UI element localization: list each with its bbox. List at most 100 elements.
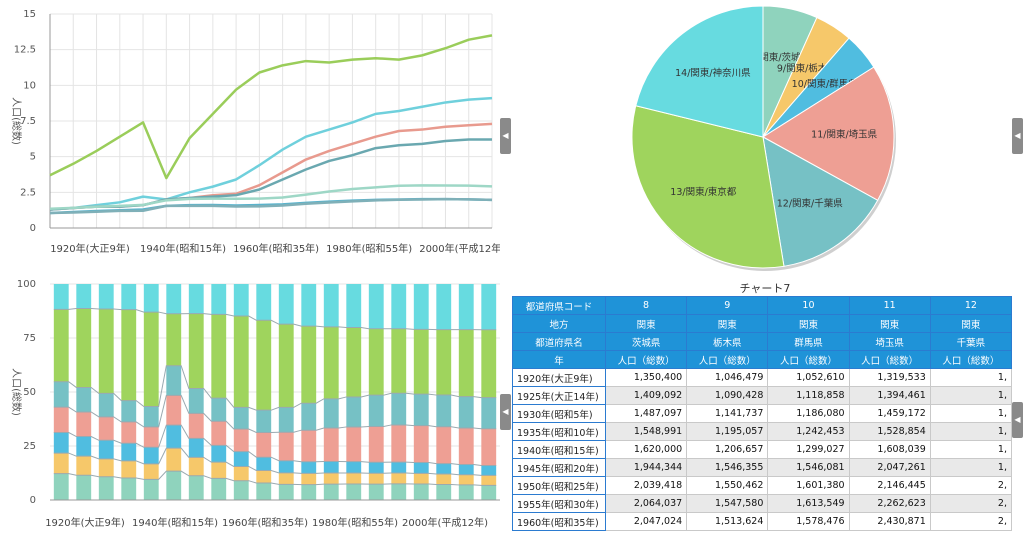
x-tick-label: 1960年(昭和35年) bbox=[233, 242, 319, 255]
y-tick-label: 25 bbox=[23, 441, 36, 452]
stacked-bar-segment bbox=[53, 284, 69, 310]
stacked-bar-segment bbox=[98, 416, 114, 441]
stacked-bar-segment bbox=[256, 483, 272, 500]
pie-slice-label: 13/関東/東京都 bbox=[670, 186, 736, 198]
table-cell: 1,186,080 bbox=[767, 404, 850, 423]
stacked-bar-segment bbox=[458, 396, 474, 429]
table-row-year: 1920年(大正9年) bbox=[512, 368, 606, 387]
table-cell: 1,487,097 bbox=[604, 404, 688, 423]
table-row-year: 1930年(昭和5年) bbox=[512, 404, 606, 423]
stack-connector-line bbox=[53, 470, 497, 486]
table-header-row: 地方 関東 関東 関東 関東 関東 bbox=[512, 314, 1012, 333]
collapse-right-panel-tab[interactable]: ◀ bbox=[1012, 118, 1023, 154]
stacked-bar-segment bbox=[98, 284, 114, 310]
table-cell: 2,039,418 bbox=[604, 476, 688, 495]
table-cell: 2,146,445 bbox=[848, 476, 931, 495]
stacked-bar-segment bbox=[233, 466, 249, 481]
stacked-bar-segment bbox=[121, 400, 137, 422]
stacked-bar-segment bbox=[188, 413, 204, 439]
stacked-bar-segment bbox=[458, 474, 474, 485]
stacked-bar-segment bbox=[233, 407, 249, 430]
stacked-bar-segment bbox=[143, 406, 159, 427]
stacked-bar-segment bbox=[278, 324, 294, 408]
stacked-bar-segment bbox=[121, 477, 137, 500]
table-cell: 2,064,037 bbox=[604, 494, 688, 513]
stacked-bar-segment bbox=[188, 475, 204, 500]
stacked-bar-segment bbox=[346, 327, 362, 397]
table-cell: 1, bbox=[929, 386, 1012, 405]
table-cell: 1,299,027 bbox=[767, 440, 850, 459]
stacked-bar-segment bbox=[278, 407, 294, 433]
pie-chart: 8/関東/茨城県9/関東/栃木県10/関東/群馬県11/関東/埼玉県12/関東/… bbox=[631, 5, 896, 271]
table-cell: 1,046,479 bbox=[686, 368, 769, 387]
stacked-bar-segment bbox=[233, 429, 249, 452]
stacked-bar-segment bbox=[413, 462, 429, 474]
stacked-bar-segment bbox=[481, 465, 497, 476]
stacked-bar-segment bbox=[391, 483, 407, 500]
stacked-bar-segment bbox=[211, 421, 227, 446]
pie-slice-label: 14/関東/神奈川県 bbox=[675, 67, 751, 79]
stacked-bar-segment bbox=[413, 484, 429, 500]
collapse-left-panel-tab[interactable]: ◀ bbox=[500, 118, 511, 154]
table-title: チャート7 bbox=[739, 282, 791, 295]
x-tick-label: 1980年(昭和55年) bbox=[312, 516, 398, 529]
stacked-bar-segment bbox=[458, 428, 474, 465]
table-cell: 1,141,737 bbox=[686, 404, 769, 423]
table-row-year: 1925年(大正14年) bbox=[512, 386, 606, 405]
stacked-bar-segment bbox=[346, 284, 362, 328]
stacked-bar-segment bbox=[121, 421, 137, 444]
stacked-bar-segment bbox=[233, 451, 249, 467]
table-header-cell: 人口（総数） bbox=[604, 350, 688, 369]
x-tick-label: 2000年(平成12年) bbox=[402, 516, 488, 529]
pie-slice-label: 8/関東/茨城県 bbox=[750, 52, 810, 64]
stacked-bar-segment bbox=[211, 445, 227, 463]
table-cell: 1, bbox=[929, 458, 1012, 477]
table-cell: 1,620,000 bbox=[604, 440, 688, 459]
stacked-bar-segment bbox=[368, 395, 384, 427]
table-cell: 1,528,854 bbox=[848, 422, 931, 441]
stacked-bar-segment bbox=[301, 326, 317, 404]
stacked-bar-segment bbox=[278, 432, 294, 461]
table-header-cell: 12 bbox=[929, 296, 1012, 315]
stack-connector-line bbox=[53, 447, 497, 476]
table-cell: 1,548,991 bbox=[604, 422, 688, 441]
stacked-bar-segment bbox=[323, 461, 339, 473]
table-row: 1930年(昭和5年) 1,487,097 1,141,737 1,186,080 1,… bbox=[512, 404, 1012, 423]
stacked-bar-segment bbox=[391, 462, 407, 474]
x-tick-label: 1920年(大正9年) bbox=[50, 242, 130, 255]
stacked-bar-segment bbox=[413, 284, 429, 330]
stacked-bar-segment bbox=[166, 395, 182, 426]
stacked-bar-segment bbox=[76, 284, 92, 309]
stacked-bar-segment bbox=[368, 284, 384, 329]
stacked-bar-segment bbox=[76, 475, 92, 500]
stacked-bar-segment bbox=[481, 485, 497, 500]
stacked-bar-segment bbox=[256, 320, 272, 411]
stacked-bar-segment bbox=[346, 426, 362, 462]
stacked-bar-segment bbox=[346, 472, 362, 484]
table-cell: 1,546,081 bbox=[767, 458, 850, 477]
table-row-year: 1935年(昭和10年) bbox=[512, 422, 606, 441]
pie-slice-label: 12/関東/千葉県 bbox=[777, 197, 843, 209]
table-header-cell: 栃木県 bbox=[686, 332, 769, 351]
stacked-bar-segment bbox=[413, 473, 429, 485]
data-table: 都道府県コード 8 9 10 11 12 地方 関東 関東 関東 関東 関東 都道府県名 茨城県 栃木県 群馬… bbox=[512, 296, 1012, 548]
stacked-bar-segment bbox=[458, 484, 474, 500]
stacked-bar-segment bbox=[76, 436, 92, 457]
stacked-bar-segment bbox=[233, 480, 249, 500]
y-tick-label: 12.5 bbox=[14, 45, 36, 56]
pie-chart-panel: 8/関東/茨城県 9/関東/栃木県 10/関東/群馬県 11/関東/埼玉県 12/関東/… bbox=[610, 0, 920, 300]
stacked-bar-segment bbox=[53, 407, 69, 433]
table-cell: 1,513,624 bbox=[686, 512, 769, 531]
stacked-bar-segment bbox=[121, 443, 137, 461]
stacked-bar-segment bbox=[98, 393, 114, 417]
y-tick-label: 0 bbox=[30, 223, 36, 234]
line-chart: 0 2.5 5 7.5 10 12.5 15 人口(総数) 1920年(大正9年) 1940年(昭… bbox=[10, 9, 505, 255]
stacked-bar-segment bbox=[256, 470, 272, 484]
stacked-bar-segment bbox=[301, 484, 317, 500]
stacked-bar-segment bbox=[211, 314, 227, 399]
stacked-bar-segment bbox=[301, 284, 317, 327]
table-cell: 1,601,380 bbox=[767, 476, 850, 495]
collapse-bottom-left-tab[interactable]: ◀ bbox=[500, 394, 511, 430]
stacked-bar-segment bbox=[121, 309, 137, 401]
collapse-table-tab[interactable]: ◀ bbox=[1012, 402, 1023, 438]
